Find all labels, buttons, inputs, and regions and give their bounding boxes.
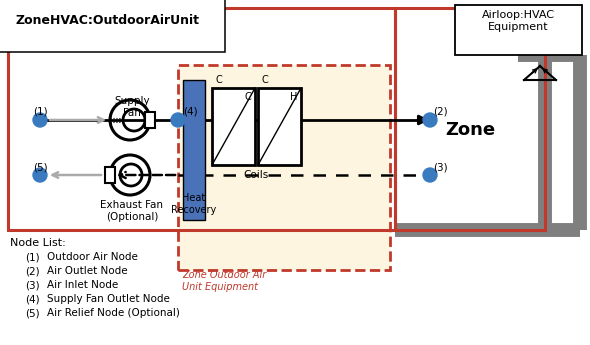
Text: C: C	[215, 75, 222, 85]
Bar	[8, 8, 395, 230]
Text: (2): (2)	[25, 266, 40, 276]
Text: (1): (1)	[25, 252, 40, 262]
Text: ZoneHVAC:OutdoorAirUnit: ZoneHVAC:OutdoorAirUnit	[16, 14, 200, 27]
Text: Zone Outdoor Air
Unit Equipment: Zone Outdoor Air Unit Equipment	[182, 270, 266, 292]
Text: C: C	[244, 92, 251, 102]
Bar	[145, 112, 155, 128]
Text: Air Relief Node (Optional): Air Relief Node (Optional)	[47, 308, 180, 318]
Text: (3): (3)	[433, 162, 448, 172]
Bar	[178, 65, 390, 270]
Text: (5): (5)	[25, 308, 40, 318]
Text: Coils: Coils	[243, 170, 268, 180]
Bar	[183, 80, 205, 220]
Bar	[212, 88, 255, 165]
Text: Airloop:HVAC
Equipment: Airloop:HVAC Equipment	[481, 10, 555, 32]
Text: Supply Fan Outlet Node: Supply Fan Outlet Node	[47, 294, 170, 304]
Circle shape	[171, 113, 185, 127]
Bar	[105, 167, 115, 183]
Bar	[258, 88, 301, 165]
Bar	[395, 8, 545, 230]
Text: (2): (2)	[433, 107, 448, 117]
Text: C: C	[261, 75, 268, 85]
Bar	[455, 5, 582, 55]
Text: H: H	[290, 92, 297, 102]
Circle shape	[33, 168, 47, 182]
Text: Exhaust Fan
(Optional): Exhaust Fan (Optional)	[100, 200, 163, 221]
Text: (5): (5)	[32, 162, 47, 172]
Text: (3): (3)	[25, 280, 40, 290]
Text: Heat
Recovery: Heat Recovery	[171, 194, 217, 215]
Text: (4): (4)	[183, 107, 198, 117]
Text: Air Outlet Node: Air Outlet Node	[47, 266, 127, 276]
Text: Node List:: Node List:	[10, 238, 65, 248]
Text: Zone: Zone	[445, 121, 495, 139]
Circle shape	[423, 113, 437, 127]
Circle shape	[33, 113, 47, 127]
Text: Outdoor Air Node: Outdoor Air Node	[47, 252, 138, 262]
Circle shape	[423, 168, 437, 182]
Text: (1): (1)	[32, 107, 47, 117]
Text: Air Inlet Node: Air Inlet Node	[47, 280, 118, 290]
Text: Supply
Fan: Supply Fan	[114, 96, 150, 118]
Text: (4): (4)	[25, 294, 40, 304]
